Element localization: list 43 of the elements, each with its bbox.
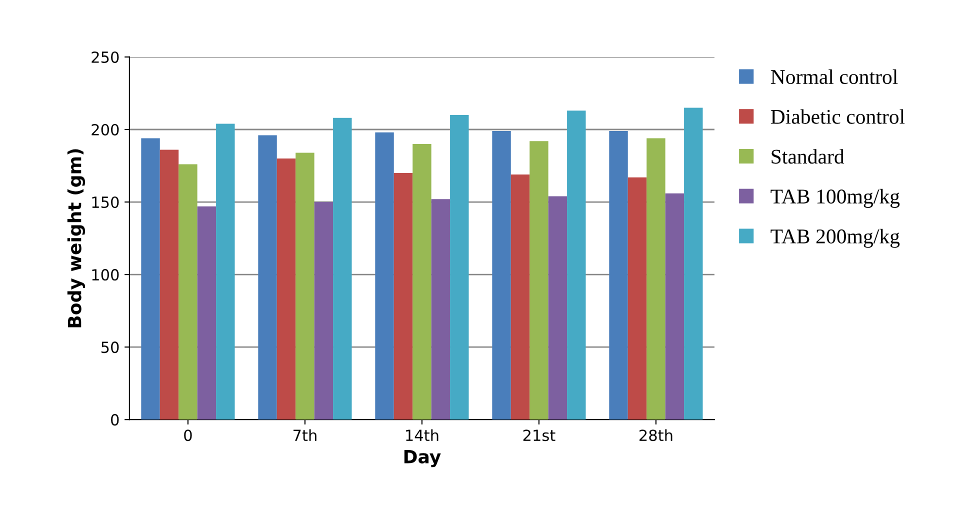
x-tick-label: 7th bbox=[294, 429, 316, 441]
y-tick-label: 200 bbox=[92, 124, 119, 136]
y-axis-title: Body weight (gm) bbox=[67, 149, 86, 328]
legend-label: TAB 100mg/kg bbox=[770, 188, 900, 208]
bar bbox=[450, 114, 469, 420]
bar bbox=[431, 199, 450, 420]
bar bbox=[333, 118, 352, 420]
legend-label: Standard bbox=[772, 149, 844, 164]
bar bbox=[646, 138, 666, 420]
bar bbox=[609, 130, 628, 420]
bar bbox=[530, 141, 548, 420]
x-tick-label: 28th bbox=[640, 429, 672, 442]
y-tick-label: 150 bbox=[92, 196, 119, 208]
bar bbox=[548, 196, 568, 420]
bar bbox=[141, 138, 160, 420]
bar bbox=[665, 193, 684, 420]
y-tick-label: 0 bbox=[111, 414, 119, 426]
x-axis-title: Day bbox=[404, 450, 441, 468]
bar bbox=[412, 144, 432, 420]
bar bbox=[160, 150, 179, 420]
bar bbox=[628, 177, 647, 420]
legend-label: TAB 200mg/kg bbox=[770, 228, 900, 248]
legend-label: Normal control bbox=[770, 69, 898, 84]
bar bbox=[567, 110, 586, 420]
bar bbox=[684, 108, 703, 420]
bar bbox=[258, 135, 277, 420]
x-tick-label: 21st bbox=[523, 430, 556, 442]
legend-label: Diabetic control bbox=[770, 109, 905, 124]
bar bbox=[314, 202, 334, 420]
bar bbox=[178, 164, 198, 420]
y-tick-label: 250 bbox=[92, 51, 119, 63]
bar bbox=[510, 174, 530, 420]
y-tick-label: 50 bbox=[101, 342, 119, 354]
bar bbox=[375, 132, 394, 420]
y-tick-label: 100 bbox=[92, 269, 119, 281]
bar bbox=[276, 158, 296, 420]
bar bbox=[296, 152, 314, 420]
bar bbox=[394, 173, 413, 420]
bar bbox=[492, 130, 511, 420]
bar bbox=[197, 206, 216, 420]
bar bbox=[216, 124, 235, 420]
x-tick-label: 14th bbox=[406, 429, 438, 441]
x-tick-label: 0 bbox=[184, 430, 192, 442]
